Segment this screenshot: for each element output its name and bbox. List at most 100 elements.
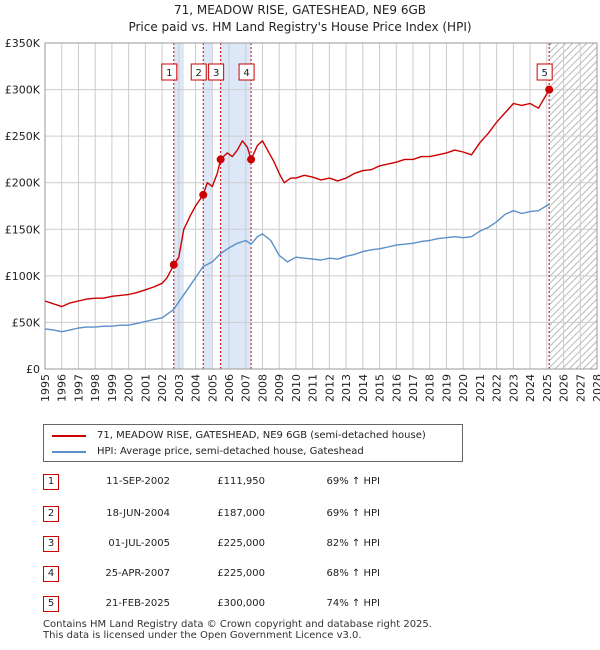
x-tick-label: 1996 bbox=[56, 374, 69, 402]
sale-hpi-change: 68% ↑ HPI bbox=[326, 568, 380, 579]
plot-frame bbox=[44, 42, 598, 370]
price-chart: 1 2 3 4 5£0£50K£100K£150K£200K£250K£300K£350… bbox=[5, 37, 600, 402]
sale-number-badge: 1 bbox=[43, 474, 59, 490]
x-tick-label: 1999 bbox=[106, 374, 119, 402]
y-tick-label: £250K bbox=[5, 130, 41, 143]
sale-number-badge: 5 bbox=[43, 596, 59, 612]
x-tick-label: 2003 bbox=[173, 374, 186, 402]
x-tick-label: 2011 bbox=[307, 374, 320, 402]
x-tick-label: 2025 bbox=[541, 374, 554, 402]
x-tick-label: 2014 bbox=[357, 374, 370, 402]
x-tick-label: 2012 bbox=[323, 374, 336, 402]
sale-row: 3 01-JUL-2005 £225,000 82% ↑ HPI bbox=[0, 534, 600, 554]
sale-marker-box bbox=[161, 63, 178, 81]
y-tick-label: £50K bbox=[12, 316, 41, 329]
x-tick-label: 2015 bbox=[374, 374, 387, 402]
y-tick-label: £0 bbox=[26, 363, 40, 376]
sale-point bbox=[169, 260, 178, 269]
sale-hpi-change: 74% ↑ HPI bbox=[326, 598, 380, 609]
sale-price: £111,950 bbox=[217, 476, 265, 487]
sale-number-badge: 3 bbox=[43, 536, 59, 552]
x-tick-label: 2008 bbox=[256, 374, 269, 402]
sale-marker-box bbox=[190, 63, 207, 81]
sale-number-badge: 4 bbox=[43, 566, 59, 582]
sale-row: 1 11-SEP-2002 £111,950 69% ↑ HPI bbox=[0, 472, 600, 492]
sale-date: 21-FEB-2025 bbox=[105, 598, 170, 609]
sale-point bbox=[216, 155, 225, 164]
y-tick-label: £200K bbox=[5, 177, 41, 190]
shaded-band bbox=[220, 43, 252, 369]
sale-marker-box bbox=[536, 63, 553, 81]
hpi-line bbox=[44, 203, 550, 333]
legend-label-property: 71, MEADOW RISE, GATESHEAD, NE9 6GB (sem… bbox=[97, 430, 426, 441]
sale-price: £300,000 bbox=[217, 598, 265, 609]
x-tick-label: 2005 bbox=[206, 374, 219, 402]
sale-hpi-change: 82% ↑ HPI bbox=[326, 538, 380, 549]
y-tick-label: £150K bbox=[5, 223, 41, 236]
x-tick-label: 2006 bbox=[223, 374, 236, 402]
footer-notice: Contains HM Land Registry data © Crown c… bbox=[43, 619, 432, 641]
sale-marker-label: 4 bbox=[243, 68, 249, 79]
sale-marker-box bbox=[208, 63, 225, 81]
sale-row: 4 25-APR-2007 £225,000 68% ↑ HPI bbox=[0, 564, 600, 584]
y-tick-label: £350K bbox=[5, 37, 41, 50]
future-hatch bbox=[549, 43, 597, 369]
sale-date: 11-SEP-2002 bbox=[106, 476, 170, 487]
sale-marker-label: 5 bbox=[541, 68, 547, 79]
shaded-band bbox=[203, 43, 213, 369]
x-tick-label: 2017 bbox=[407, 374, 420, 402]
x-tick-label: 2002 bbox=[156, 374, 169, 402]
sale-point bbox=[199, 190, 208, 199]
x-tick-label: 2018 bbox=[424, 374, 437, 402]
sale-marker-label: 2 bbox=[196, 68, 202, 79]
x-tick-label: 2020 bbox=[457, 374, 470, 402]
x-tick-label: 2027 bbox=[574, 374, 587, 402]
x-tick-label: 2028 bbox=[591, 374, 600, 402]
legend-swatch-hpi bbox=[52, 451, 86, 453]
chart-title: 71, MEADOW RISE, GATESHEAD, NE9 6GB bbox=[173, 3, 427, 17]
property-price-line bbox=[44, 89, 550, 308]
y-tick-label: £300K bbox=[5, 84, 41, 97]
sale-number-badge: 2 bbox=[43, 506, 59, 522]
x-tick-label: 2026 bbox=[558, 374, 571, 402]
plot-area bbox=[45, 43, 597, 369]
x-tick-label: 1997 bbox=[72, 374, 85, 402]
x-tick-label: 2016 bbox=[390, 374, 403, 402]
x-tick-label: 1995 bbox=[39, 374, 52, 402]
legend-swatch-property bbox=[52, 435, 86, 437]
legend-label-hpi: HPI: Average price, semi-detached house,… bbox=[97, 446, 364, 457]
x-tick-label: 1998 bbox=[89, 374, 102, 402]
x-tick-label: 2019 bbox=[440, 374, 453, 402]
x-tick-label: 2009 bbox=[273, 374, 286, 402]
sale-price: £225,000 bbox=[217, 538, 265, 549]
chart-subtitle: Price paid vs. HM Land Registry's House … bbox=[128, 20, 472, 34]
sale-row: 5 21-FEB-2025 £300,000 74% ↑ HPI bbox=[0, 594, 600, 614]
sale-marker-box bbox=[238, 63, 255, 81]
sale-point bbox=[247, 155, 256, 164]
x-tick-label: 2004 bbox=[190, 374, 203, 402]
x-tick-label: 2001 bbox=[139, 374, 152, 402]
sale-date: 01-JUL-2005 bbox=[108, 538, 170, 549]
sale-row: 2 18-JUN-2004 £187,000 69% ↑ HPI bbox=[0, 504, 600, 524]
x-tick-label: 2000 bbox=[123, 374, 136, 402]
sale-marker-label: 3 bbox=[213, 68, 219, 79]
footer-licence: This data is licensed under the Open Gov… bbox=[43, 630, 362, 641]
x-tick-label: 2024 bbox=[524, 374, 537, 402]
sale-point bbox=[545, 85, 554, 94]
sale-hpi-change: 69% ↑ HPI bbox=[326, 476, 380, 487]
x-tick-label: 2010 bbox=[290, 374, 303, 402]
sale-marker-label: 1 bbox=[166, 68, 172, 79]
y-tick-label: £100K bbox=[5, 270, 41, 283]
x-tick-label: 2022 bbox=[491, 374, 504, 402]
footer-copyright: Contains HM Land Registry data © Crown c… bbox=[43, 619, 432, 630]
sale-hpi-change: 69% ↑ HPI bbox=[326, 508, 380, 519]
sale-price: £225,000 bbox=[217, 568, 265, 579]
sale-price: £187,000 bbox=[217, 508, 265, 519]
chart-legend: 71, MEADOW RISE, GATESHEAD, NE9 6GB (sem… bbox=[43, 424, 463, 462]
x-tick-label: 2023 bbox=[507, 374, 520, 402]
x-tick-label: 2013 bbox=[340, 374, 353, 402]
sale-date: 18-JUN-2004 bbox=[106, 508, 170, 519]
sale-date: 25-APR-2007 bbox=[105, 568, 170, 579]
x-tick-label: 2021 bbox=[474, 374, 487, 402]
x-tick-label: 2007 bbox=[240, 374, 253, 402]
